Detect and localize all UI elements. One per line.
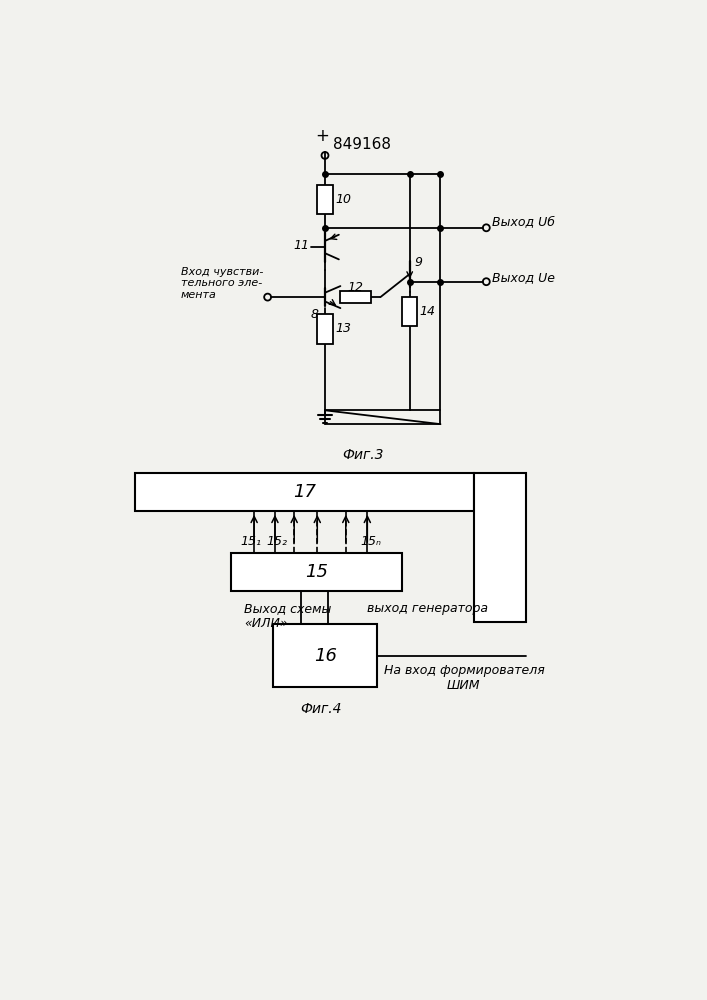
Text: 13: 13 (335, 322, 351, 335)
Bar (274, 624, 378, 687)
Text: 15ₙ: 15ₙ (360, 535, 381, 548)
Text: 17: 17 (293, 483, 316, 501)
Text: 12: 12 (348, 281, 364, 294)
Text: Выход Uб: Выход Uб (492, 215, 555, 228)
Bar (317, 185, 333, 214)
Text: 15: 15 (305, 563, 328, 581)
Text: Вход чувстви-
тельного эле-
мента: Вход чувстви- тельного эле- мента (181, 267, 264, 300)
Text: Выход Uе: Выход Uе (492, 271, 555, 284)
Bar (231, 553, 402, 591)
Text: 10: 10 (335, 193, 351, 206)
Bar (317, 314, 333, 344)
Bar (135, 473, 474, 511)
Text: 8: 8 (311, 308, 319, 321)
Bar (474, 473, 526, 622)
Text: На вход формирователя
ШИМ: На вход формирователя ШИМ (383, 664, 544, 692)
Text: 14: 14 (420, 305, 436, 318)
Text: 11: 11 (293, 239, 310, 252)
Bar (402, 297, 417, 326)
Text: Фиг.4: Фиг.4 (300, 702, 342, 716)
Text: +: + (316, 127, 329, 145)
Text: 9: 9 (414, 256, 422, 269)
Text: 15₁: 15₁ (240, 535, 262, 548)
Text: 849168: 849168 (333, 137, 391, 152)
Text: 15₂: 15₂ (266, 535, 287, 548)
Text: Выход схемы
«ИЛИ»: Выход схемы «ИЛИ» (244, 602, 332, 630)
Text: выход генератора: выход генератора (368, 602, 489, 615)
Bar (340, 291, 371, 303)
Text: Фиг.3: Фиг.3 (343, 448, 384, 462)
Text: 16: 16 (314, 647, 337, 665)
